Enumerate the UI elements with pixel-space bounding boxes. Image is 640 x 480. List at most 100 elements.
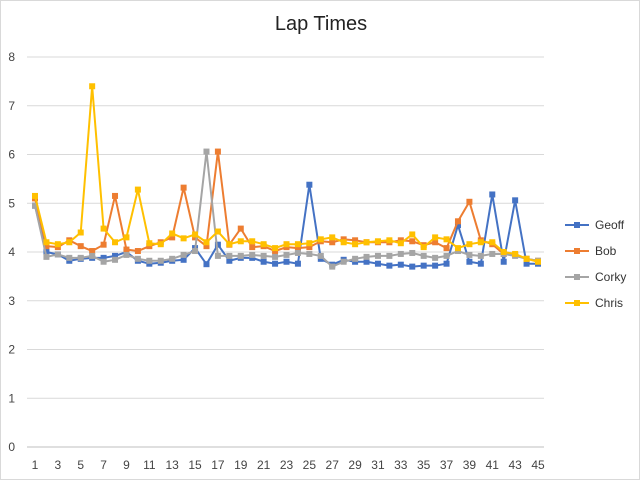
data-point-bob [100, 241, 107, 248]
data-point-chris [512, 250, 519, 257]
data-point-geoff [203, 261, 210, 268]
data-point-chris [214, 228, 221, 235]
data-point-bob [409, 238, 416, 245]
data-point-corky [89, 252, 96, 259]
data-point-corky [43, 253, 50, 260]
x-tick-label: 39 [463, 458, 477, 472]
data-point-corky [420, 252, 427, 259]
data-point-corky [226, 252, 233, 259]
data-point-bob [43, 243, 50, 250]
x-tick-label: 3 [55, 458, 62, 472]
data-point-chris [77, 229, 84, 236]
y-tick-label: 5 [8, 196, 15, 210]
data-point-chris [43, 239, 50, 246]
data-point-geoff [386, 262, 393, 269]
data-point-chris [192, 231, 199, 238]
data-point-chris [123, 234, 130, 241]
data-point-geoff [283, 258, 290, 265]
data-point-chris [409, 231, 416, 238]
x-tick-label: 27 [326, 458, 340, 472]
data-point-geoff [43, 249, 50, 255]
y-tick-label: 3 [8, 294, 15, 308]
data-point-corky [66, 254, 73, 261]
y-tick-label: 4 [8, 245, 15, 259]
data-point-corky [306, 250, 313, 257]
data-point-corky [386, 252, 393, 259]
data-point-chris [443, 236, 450, 243]
data-point-geoff [100, 254, 107, 261]
data-point-geoff [432, 262, 439, 269]
data-point-chris [535, 258, 541, 265]
data-point-chris [89, 83, 96, 90]
data-point-geoff [454, 222, 461, 229]
data-point-chris [294, 241, 301, 248]
chart-title: Lap Times [274, 13, 368, 35]
data-point-chris [374, 238, 381, 245]
data-point-chris [500, 249, 507, 255]
data-point-bob [466, 198, 473, 205]
x-tick-label: 29 [348, 458, 362, 472]
data-point-chris [340, 239, 347, 246]
y-tick-label: 1 [8, 391, 15, 405]
data-point-chris [249, 238, 256, 245]
data-point-chris [157, 241, 164, 248]
data-point-chris [420, 244, 427, 251]
x-tick-label: 21 [257, 458, 271, 472]
data-point-chris [237, 238, 244, 245]
data-point-corky [32, 202, 38, 209]
data-point-chris [489, 239, 496, 246]
data-point-geoff [112, 252, 119, 259]
data-point-chris [32, 192, 38, 199]
data-point-geoff [523, 260, 530, 267]
data-point-corky [157, 257, 164, 264]
data-point-chris [54, 241, 61, 248]
data-point-geoff [477, 260, 484, 267]
data-point-geoff [272, 260, 279, 267]
data-point-bob [306, 244, 313, 251]
data-point-geoff [443, 260, 450, 267]
data-point-corky [409, 249, 416, 256]
legend-label-geoff: Geoff [595, 218, 625, 232]
data-point-geoff [180, 256, 187, 263]
x-tick-label: 1 [32, 458, 39, 472]
data-point-chris [260, 241, 267, 248]
data-point-bob [112, 192, 119, 199]
data-point-corky [237, 252, 244, 259]
data-point-geoff [489, 191, 496, 198]
data-point-geoff [420, 262, 427, 269]
data-point-geoff [226, 257, 233, 264]
series-line-chris [34, 85, 539, 263]
x-tick-label: 17 [211, 458, 225, 472]
data-point-chris [66, 239, 73, 246]
data-point-corky [443, 252, 450, 259]
data-point-bob [203, 243, 210, 250]
data-point-chris [477, 239, 484, 246]
data-point-corky [432, 254, 439, 261]
data-point-corky [180, 251, 187, 258]
x-tick-label: 37 [440, 458, 454, 472]
legend-marker-corky [574, 274, 580, 280]
data-point-chris [146, 240, 153, 247]
data-point-corky [352, 255, 359, 262]
data-point-corky [340, 258, 347, 265]
y-tick-label: 0 [8, 440, 15, 454]
data-point-corky [489, 250, 496, 257]
data-point-geoff [374, 260, 381, 267]
x-tick-label: 45 [531, 458, 545, 472]
data-point-bob [329, 239, 336, 246]
data-point-bob [294, 245, 301, 252]
legend-marker-bob [574, 248, 580, 254]
data-point-geoff [294, 260, 301, 267]
data-point-bob [249, 244, 256, 251]
data-point-geoff [466, 258, 473, 265]
data-point-bob [169, 234, 176, 241]
legend-label-corky: Corky [595, 270, 626, 284]
y-tick-label: 2 [8, 343, 15, 357]
x-tick-label: 41 [486, 458, 500, 472]
data-point-corky [203, 148, 210, 155]
data-point-geoff [363, 258, 370, 265]
data-point-bob [214, 148, 221, 155]
data-point-geoff [409, 263, 416, 270]
data-point-chris [100, 225, 107, 232]
